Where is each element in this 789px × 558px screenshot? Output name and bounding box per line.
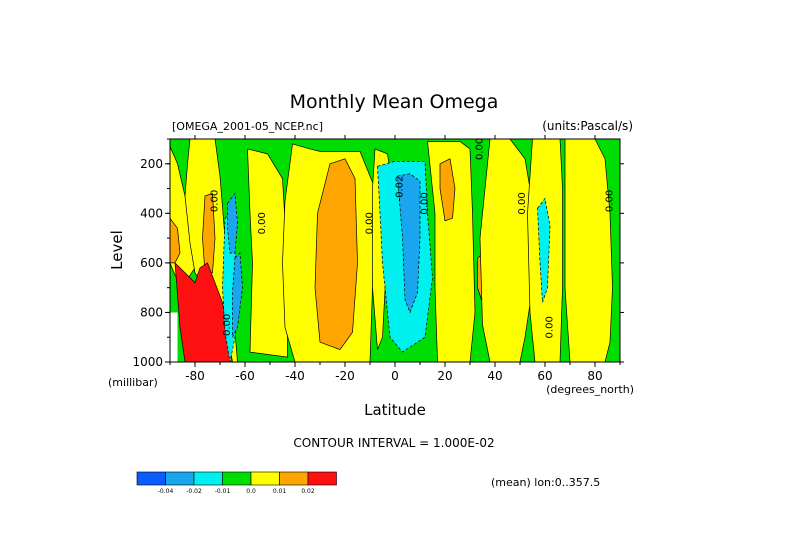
missing-data-region — [170, 312, 178, 362]
x-axis-title: Latitude — [364, 401, 426, 419]
plot-area: 0.00 0.00 0.00 -0.02 0.00 0.00 0.00 0.00 0.00 0.0… — [169, 138, 621, 363]
contour-region-yellow — [427, 141, 476, 362]
contour-region-lightblue — [397, 173, 421, 314]
colorbar-legend: -0.04 -0.02 -0.01 0.0 0.01 0.02 — [136, 471, 337, 495]
x-tick-label: 60 — [537, 369, 552, 383]
source-file-label: [OMEGA_2001-05_NCEP.nc] — [172, 120, 323, 133]
contour-fill-layer — [170, 139, 613, 362]
y-tick-label: 1000 — [132, 355, 163, 369]
x-tick-label: -20 — [335, 369, 355, 383]
contour-region-lightblue — [227, 192, 238, 254]
colorbar-swatch-cyan — [193, 471, 223, 486]
contour-region-orange — [314, 158, 358, 351]
y-axis: 200 400 600 800 1000 — [132, 138, 624, 369]
contour-region-red — [174, 261, 233, 362]
x-tick-label: -60 — [235, 369, 255, 383]
chart-title: Monthly Mean Omega — [290, 91, 499, 113]
contour-region-lightblue — [232, 252, 243, 338]
contour-region-orange — [170, 217, 181, 264]
contour-region-yellow — [564, 139, 613, 362]
colorbar-label: 0.02 — [301, 488, 315, 495]
colorbar-label: -0.01 — [215, 488, 231, 495]
contour-region-yellow — [247, 148, 288, 358]
colorbar-swatch-orange — [279, 471, 309, 486]
y-unit-label: (millibar) — [108, 376, 158, 389]
y-tick-label: 200 — [140, 157, 163, 171]
contour-value-label: 0.00 — [605, 190, 616, 212]
contour-region-orange — [202, 193, 216, 274]
x-tick-label: -80 — [185, 369, 205, 383]
y-tick-label: 800 — [140, 305, 163, 319]
y-tick-label: 600 — [140, 256, 163, 270]
colorbar-label: -0.02 — [186, 488, 202, 495]
colorbar-swatch-blue — [136, 471, 166, 486]
colorbar-label: 0.01 — [273, 488, 287, 495]
colorbar-label: -0.04 — [158, 488, 174, 495]
contour-value-label: 0.00 — [420, 192, 431, 214]
contour-value-label: 0.00 — [210, 190, 221, 212]
contour-region-cyan — [537, 197, 551, 303]
y-tick-label: 400 — [140, 206, 163, 220]
contour-value-label: 0.00 — [545, 316, 556, 338]
contour-value-label: 0.00 — [475, 138, 486, 160]
x-tick-label: 40 — [487, 369, 502, 383]
contour-label-layer: 0.00 0.00 0.00 -0.02 0.00 0.00 0.00 0.00 0.00 0.0… — [210, 138, 616, 339]
contour-value-label: 0.00 — [365, 212, 376, 234]
colorbar-swatch-red — [307, 471, 337, 486]
contour-value-label: 0.00 — [257, 212, 268, 234]
colorbar-label: 0.0 — [246, 488, 256, 495]
contour-value-label: 0.00 — [517, 192, 528, 214]
mean-longitude-note: (mean) lon:0..357.5 — [491, 476, 600, 489]
contour-value-label: -0.02 — [395, 176, 406, 202]
x-unit-label: (degrees_north) — [546, 383, 634, 396]
contour-region-orange — [439, 158, 456, 222]
y-axis-title: Level — [108, 230, 126, 270]
x-tick-label: -40 — [285, 369, 305, 383]
contour-interval-note: CONTOUR INTERVAL = 1.000E-02 — [293, 436, 494, 450]
units-label: (units:Pascal/s) — [542, 119, 633, 133]
x-axis: -80 -60 -40 -20 0 20 40 60 80 — [169, 135, 621, 383]
colorbar-swatch-green — [222, 471, 252, 486]
colorbar-swatch-yellow — [250, 471, 280, 486]
contour-value-label: 0.00 — [222, 314, 233, 336]
colorbar-swatch-lightblue — [165, 471, 195, 486]
x-tick-label: 20 — [437, 369, 452, 383]
contour-region-yellow — [479, 139, 533, 362]
x-tick-label: 80 — [587, 369, 602, 383]
x-tick-label: 0 — [391, 369, 399, 383]
